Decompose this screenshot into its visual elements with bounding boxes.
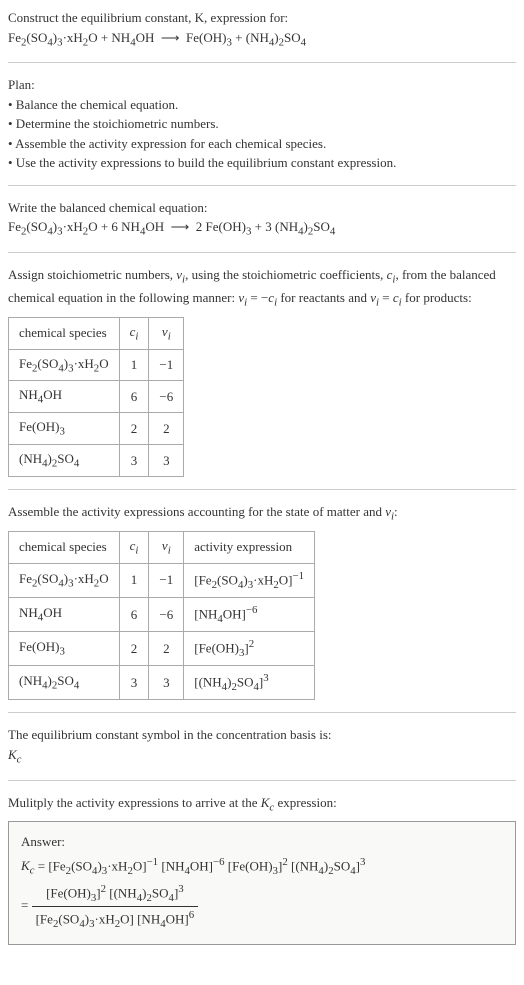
table-cell: [Fe(OH)3]2 <box>184 631 315 665</box>
table-cell: (NH4)2SO4 <box>9 666 120 700</box>
header-section: Construct the equilibrium constant, K, e… <box>8 8 516 50</box>
table-cell: (NH4)2SO4 <box>9 445 120 477</box>
divider <box>8 780 516 781</box>
multiply-section: Mulitply the activity expressions to arr… <box>8 793 516 816</box>
table-header: ci <box>119 317 149 349</box>
plan-item: • Determine the stoichiometric numbers. <box>8 114 516 134</box>
answer-line1: Kc = [Fe2(SO4)3·xH2O]−1 [NH4OH]−6 [Fe(OH… <box>21 854 503 879</box>
table-cell: [Fe2(SO4)3·xH2O]−1 <box>184 563 315 597</box>
balanced-equation: Fe2(SO4)3·xH2O + 6 NH4OH ⟶ 2 Fe(OH)3 + 3… <box>8 217 516 240</box>
table-cell: Fe(OH)3 <box>9 631 120 665</box>
assemble-section: Assemble the activity expressions accoun… <box>8 502 516 700</box>
table-cell: [(NH4)2SO4]3 <box>184 666 315 700</box>
table-row: Fe(OH)3 2 2 <box>9 413 184 445</box>
balanced-title: Write the balanced chemical equation: <box>8 198 516 218</box>
stoich-table: chemical species ci νi Fe2(SO4)3·xH2O 1 … <box>8 317 184 477</box>
construct-line: Construct the equilibrium constant, K, e… <box>8 8 516 28</box>
eq-const-symbol: Kc <box>8 745 516 768</box>
table-cell: 2 <box>119 631 149 665</box>
answer-box: Answer: Kc = [Fe2(SO4)3·xH2O]−1 [NH4OH]−… <box>8 821 516 945</box>
table-header-row: chemical species ci νi <box>9 317 184 349</box>
table-row: NH4OH 6 −6 <box>9 381 184 413</box>
table-cell: 3 <box>149 666 184 700</box>
table-cell: NH4OH <box>9 597 120 631</box>
plan-section: Plan: • Balance the chemical equation. •… <box>8 75 516 173</box>
eq-const-section: The equilibrium constant symbol in the c… <box>8 725 516 767</box>
unbalanced-equation: Fe2(SO4)3·xH2O + NH4OH ⟶ Fe(OH)3 + (NH4)… <box>8 28 516 51</box>
balanced-section: Write the balanced chemical equation: Fe… <box>8 198 516 240</box>
assign-section: Assign stoichiometric numbers, νi, using… <box>8 265 516 477</box>
multiply-text: Mulitply the activity expressions to arr… <box>8 793 516 816</box>
table-cell: 2 <box>149 413 184 445</box>
fraction-numerator: [Fe(OH)3]2 [(NH4)2SO4]3 <box>32 881 199 907</box>
divider <box>8 185 516 186</box>
table-header: νi <box>149 317 184 349</box>
divider <box>8 62 516 63</box>
activity-table: chemical species ci νi activity expressi… <box>8 531 315 700</box>
table-header: chemical species <box>9 317 120 349</box>
divider <box>8 489 516 490</box>
table-header: chemical species <box>9 531 120 563</box>
answer-line2: = [Fe(OH)3]2 [(NH4)2SO4]3[Fe2(SO4)3·xH2O… <box>21 881 503 932</box>
table-header: νi <box>149 531 184 563</box>
table-cell: [NH4OH]−6 <box>184 597 315 631</box>
table-cell: Fe2(SO4)3·xH2O <box>9 349 120 381</box>
plan-item: • Use the activity expressions to build … <box>8 153 516 173</box>
table-row: Fe(OH)3 2 2 [Fe(OH)3]2 <box>9 631 315 665</box>
fraction-denominator: [Fe2(SO4)3·xH2O] [NH4OH]6 <box>32 907 199 932</box>
table-cell: Fe2(SO4)3·xH2O <box>9 563 120 597</box>
table-cell: −1 <box>149 563 184 597</box>
table-cell: 6 <box>119 381 149 413</box>
table-row: Fe2(SO4)3·xH2O 1 −1 <box>9 349 184 381</box>
plan-item: • Balance the chemical equation. <box>8 95 516 115</box>
fraction: [Fe(OH)3]2 [(NH4)2SO4]3[Fe2(SO4)3·xH2O] … <box>32 881 199 932</box>
table-cell: −6 <box>149 381 184 413</box>
table-cell: 2 <box>119 413 149 445</box>
eq-const-text: The equilibrium constant symbol in the c… <box>8 725 516 745</box>
table-header: activity expression <box>184 531 315 563</box>
table-row: (NH4)2SO4 3 3 <box>9 445 184 477</box>
table-cell: −1 <box>149 349 184 381</box>
table-row: Fe2(SO4)3·xH2O 1 −1 [Fe2(SO4)3·xH2O]−1 <box>9 563 315 597</box>
plan-item: • Assemble the activity expression for e… <box>8 134 516 154</box>
table-header: ci <box>119 531 149 563</box>
answer-label: Answer: <box>21 832 503 852</box>
table-row: (NH4)2SO4 3 3 [(NH4)2SO4]3 <box>9 666 315 700</box>
table-cell: 3 <box>149 445 184 477</box>
table-row: NH4OH 6 −6 [NH4OH]−6 <box>9 597 315 631</box>
assemble-text: Assemble the activity expressions accoun… <box>8 502 516 525</box>
table-cell: 1 <box>119 349 149 381</box>
table-cell: −6 <box>149 597 184 631</box>
table-cell: 6 <box>119 597 149 631</box>
equals-sign: = <box>21 898 32 913</box>
table-cell: 3 <box>119 445 149 477</box>
table-cell: 1 <box>119 563 149 597</box>
table-cell: 3 <box>119 666 149 700</box>
table-header-row: chemical species ci νi activity expressi… <box>9 531 315 563</box>
table-cell: 2 <box>149 631 184 665</box>
divider <box>8 712 516 713</box>
assign-text: Assign stoichiometric numbers, νi, using… <box>8 265 516 311</box>
table-cell: NH4OH <box>9 381 120 413</box>
table-cell: Fe(OH)3 <box>9 413 120 445</box>
divider <box>8 252 516 253</box>
plan-title: Plan: <box>8 75 516 95</box>
